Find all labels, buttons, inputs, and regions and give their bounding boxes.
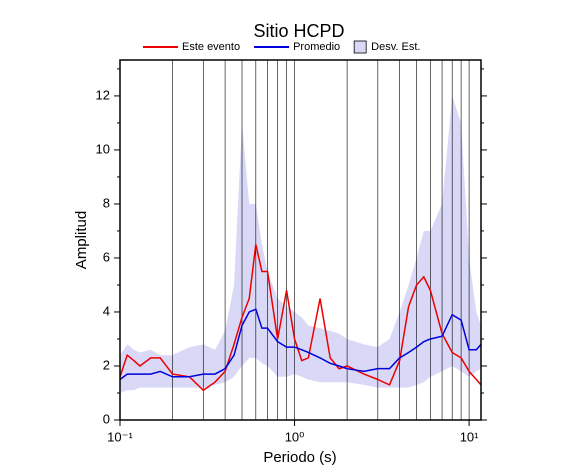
x-tick-label: 10¹ bbox=[460, 429, 479, 444]
y-tick-label: 8 bbox=[103, 195, 110, 210]
x-tick-label: 10⁻¹ bbox=[107, 429, 133, 444]
legend-label: Promedio bbox=[293, 41, 340, 53]
std-band bbox=[120, 95, 481, 393]
y-tick-label: 12 bbox=[96, 87, 110, 102]
legend-label: Este evento bbox=[182, 41, 240, 53]
plot-frame bbox=[119, 59, 482, 421]
chart-title: Sitio HCPD bbox=[253, 21, 344, 41]
series-line bbox=[119, 244, 482, 392]
x-axis-label: Periodo (s) bbox=[263, 449, 336, 466]
legend-label: Desv. Est. bbox=[371, 41, 420, 53]
y-tick-label: 6 bbox=[103, 249, 110, 264]
series-line bbox=[119, 308, 482, 381]
y-tick-label: 10 bbox=[96, 141, 110, 156]
x-tick-label: 10⁰ bbox=[285, 429, 305, 444]
y-tick-label: 4 bbox=[103, 303, 110, 318]
y-tick-label: 2 bbox=[103, 357, 110, 372]
y-axis-label: Amplitud bbox=[73, 211, 90, 269]
legend-swatch bbox=[353, 40, 367, 54]
y-tick-label: 0 bbox=[103, 411, 110, 426]
